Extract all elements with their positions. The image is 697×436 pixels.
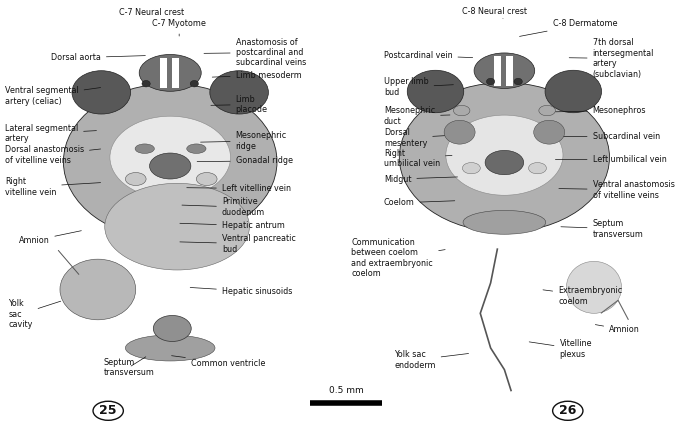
Ellipse shape [514,78,522,85]
Text: Subcardinal vein: Subcardinal vein [556,132,660,141]
Text: Postcardinal vein: Postcardinal vein [384,51,473,60]
Bar [507,56,514,86]
Text: Gonadal ridge: Gonadal ridge [197,157,293,165]
Text: Amnion: Amnion [19,231,82,245]
Text: Ventral pancreatic
bud: Ventral pancreatic bud [180,234,296,254]
Ellipse shape [139,54,201,91]
Text: Dorsal anastomosis
of vitelline veins: Dorsal anastomosis of vitelline veins [5,146,100,165]
Text: 0.5 mm: 0.5 mm [328,386,363,395]
Ellipse shape [72,71,130,114]
Text: Upper limb
bud: Upper limb bud [384,78,453,97]
Bar [494,56,501,86]
Text: Ventral segmental
artery (celiac): Ventral segmental artery (celiac) [5,86,100,106]
Text: Primitive
duodenum: Primitive duodenum [182,198,265,217]
Ellipse shape [63,84,277,240]
Ellipse shape [110,116,231,198]
Circle shape [454,106,470,116]
Text: Left vitelline vein: Left vitelline vein [187,184,291,193]
Text: Mesonephric
ridge: Mesonephric ridge [201,131,287,150]
Text: Septum
transversum: Septum transversum [103,357,154,377]
Ellipse shape [534,120,565,144]
Text: 25: 25 [100,404,117,417]
Text: Midgut: Midgut [384,174,457,184]
Ellipse shape [446,115,563,195]
Bar [172,58,179,88]
Ellipse shape [474,53,535,89]
Ellipse shape [463,211,546,234]
Circle shape [528,163,546,174]
FancyArrowPatch shape [59,250,79,274]
Circle shape [197,173,217,185]
Ellipse shape [135,144,154,153]
Text: Yolk sac
endoderm: Yolk sac endoderm [394,351,468,370]
Ellipse shape [487,78,495,85]
Ellipse shape [407,70,464,113]
Ellipse shape [545,70,602,113]
Text: Right
umbilical vein: Right umbilical vein [384,149,452,168]
Ellipse shape [444,120,475,144]
Text: Dorsal
mesentery: Dorsal mesentery [384,128,457,147]
Text: Right
vitelline vein: Right vitelline vein [5,177,100,197]
Circle shape [539,106,556,116]
Text: Dorsal aorta: Dorsal aorta [51,53,146,62]
Text: Lateral segmental
artery: Lateral segmental artery [5,124,96,143]
Ellipse shape [399,82,609,232]
Circle shape [125,173,146,185]
Text: Ventral anastomosis
of vitelline veins: Ventral anastomosis of vitelline veins [559,180,675,200]
Text: Limb mesoderm: Limb mesoderm [213,71,301,79]
Text: Common ventricle: Common ventricle [171,356,266,368]
Ellipse shape [567,261,622,313]
Text: C-8 Dermatome: C-8 Dermatome [519,20,617,36]
Ellipse shape [142,81,151,87]
Text: 26: 26 [559,404,576,417]
Text: Anastomosis of
postcardinal and
subcardinal veins: Anastomosis of postcardinal and subcardi… [204,37,306,68]
Text: Hepatic sinusoids: Hepatic sinusoids [190,287,292,296]
Text: Yolk
sac
cavity: Yolk sac cavity [8,299,61,329]
Text: 7th dorsal
intersegmental
artery
(subclavian): 7th dorsal intersegmental artery (subcla… [569,38,654,78]
Text: C-8 Neural crest: C-8 Neural crest [462,7,527,19]
Text: Extraembryonic
coelom: Extraembryonic coelom [543,286,622,306]
Text: Mesonephros: Mesonephros [556,106,646,115]
Circle shape [150,153,191,179]
Circle shape [462,163,480,174]
Circle shape [485,150,523,175]
Ellipse shape [105,184,250,270]
Text: C-7 Myotome: C-7 Myotome [152,20,206,36]
Text: Septum
transversum: Septum transversum [561,219,643,238]
Ellipse shape [125,335,215,361]
Ellipse shape [60,259,136,320]
Text: Left umbilical vein: Left umbilical vein [556,155,666,164]
Text: Limb
placode: Limb placode [211,95,268,114]
Text: Mesonephric
duct: Mesonephric duct [384,106,450,126]
Text: C-7 Neural crest: C-7 Neural crest [119,8,184,20]
Text: Hepatic antrum: Hepatic antrum [180,221,285,230]
Ellipse shape [153,316,191,341]
Ellipse shape [187,144,206,153]
Ellipse shape [210,71,268,114]
Text: Communication
between coelom
and extraembryonic
coelom: Communication between coelom and extraem… [351,238,445,278]
Text: Amnion: Amnion [595,325,640,334]
Text: Coelom: Coelom [384,198,454,208]
Ellipse shape [190,81,199,87]
Bar [160,58,167,88]
Text: Vitelline
plexus: Vitelline plexus [529,339,592,358]
